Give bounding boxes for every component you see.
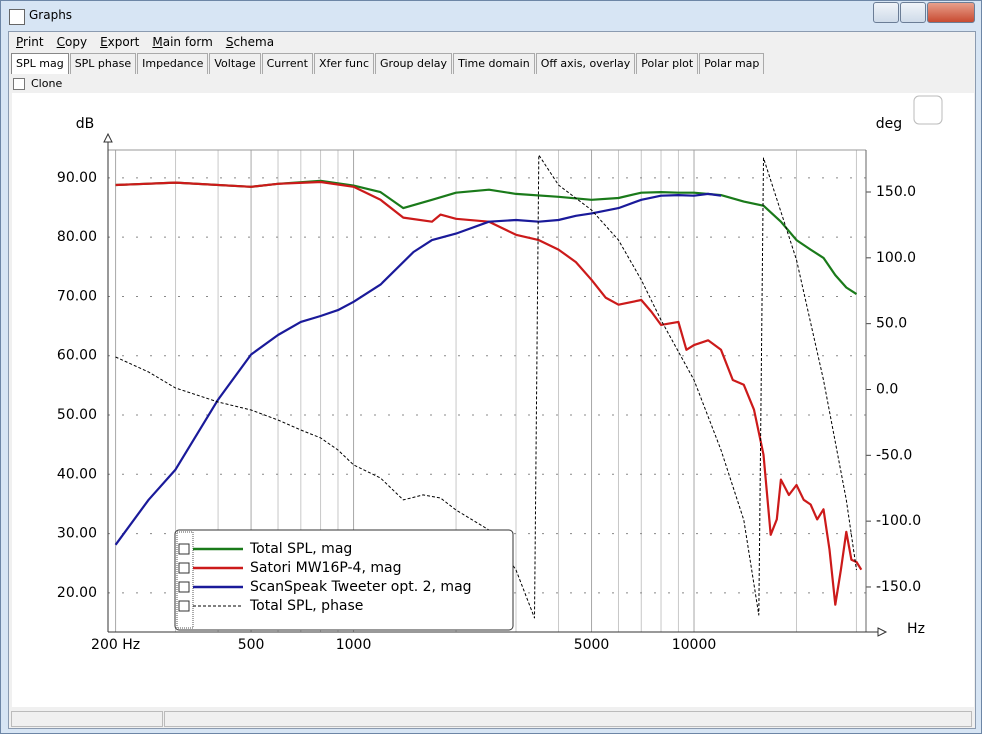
x-tick-label: 10000	[672, 637, 717, 653]
tab[interactable]: Xfer func	[313, 53, 375, 74]
title-bar: Graphs	[1, 1, 981, 31]
series-line	[115, 180, 863, 606]
tab[interactable]: Impedance	[137, 53, 209, 74]
y2-axis-label: deg	[876, 116, 902, 132]
window-title: Graphs	[29, 8, 73, 22]
legend-label: ScanSpeak Tweeter opt. 2, mag	[250, 579, 472, 595]
checkbox-label: Clone	[31, 77, 63, 90]
y-tick-label: 20.00	[57, 585, 97, 601]
menu-bar: Print Copy Export Main form Schema	[9, 32, 975, 52]
tab[interactable]: Polar map	[699, 53, 765, 74]
menu-item[interactable]: Main form	[152, 35, 213, 49]
status-pane	[11, 711, 163, 727]
tab[interactable]: Current	[261, 53, 313, 74]
x-tick-label: 500	[238, 637, 265, 653]
legend-checkbox[interactable]	[178, 581, 190, 593]
tab[interactable]: Time domain	[453, 53, 535, 74]
clone-option[interactable]: Clone	[13, 77, 62, 90]
checkbox[interactable]	[13, 77, 25, 90]
series-line	[114, 192, 722, 546]
tab[interactable]: Off axis, overlay	[535, 53, 636, 74]
axis-arrow	[103, 132, 113, 143]
app-icon	[9, 9, 25, 25]
legend-label: Total SPL, phase	[249, 598, 363, 614]
y2-tick-label: 0.0	[876, 381, 898, 397]
y-tick-label: 80.00	[57, 229, 97, 245]
corner-button[interactable]	[913, 95, 943, 125]
legend-checkbox[interactable]	[178, 562, 190, 574]
legend-column	[176, 531, 194, 629]
tab[interactable]: Voltage	[209, 53, 261, 74]
y2-tick-label: -100.0	[876, 513, 921, 529]
y2-tick-label: 150.0	[876, 184, 916, 200]
series-line	[115, 154, 857, 619]
y-tick-label: 60.00	[57, 348, 97, 364]
legend-box	[174, 529, 514, 631]
y2-tick-label: 100.0	[876, 250, 916, 266]
tab[interactable]: SPL mag	[11, 53, 69, 74]
menu-item[interactable]: Print	[16, 35, 44, 49]
tab[interactable]: Polar plot	[636, 53, 699, 74]
menu-item[interactable]: Schema	[225, 35, 275, 49]
series-line	[115, 179, 858, 296]
y-tick-label: 90.00	[57, 170, 97, 186]
y-axis-label: dB	[76, 116, 95, 132]
y-tick-label: 30.00	[57, 526, 97, 542]
x-axis-label: Hz	[907, 621, 925, 637]
y2-tick-label: -50.0	[876, 447, 912, 463]
close-button[interactable]	[927, 2, 975, 23]
legend-checkbox[interactable]	[178, 543, 190, 555]
tab-bar: SPL mag SPL phase Impedance Voltage Current X…	[11, 53, 765, 74]
y2-tick-label: 50.0	[876, 316, 907, 332]
minimize-button[interactable]	[873, 2, 899, 23]
y-tick-label: 40.00	[57, 466, 97, 482]
x-tick-label: 5000	[574, 637, 610, 653]
tab[interactable]: Group delay	[375, 53, 453, 74]
legend-label: Total SPL, mag	[249, 541, 352, 557]
x-tick-label: 1000	[336, 637, 372, 653]
maximize-button[interactable]	[900, 2, 926, 23]
status-bar	[9, 709, 975, 727]
axis-arrow	[877, 627, 888, 637]
x-tick-label: 200 Hz	[91, 637, 140, 653]
y2-tick-label: -150.0	[876, 579, 921, 595]
tab[interactable]: SPL phase	[69, 53, 137, 74]
legend-label: Satori MW16P-4, mag	[250, 560, 401, 576]
legend-checkbox[interactable]	[178, 600, 190, 612]
menu-item[interactable]: Export	[100, 35, 140, 49]
y-tick-label: 70.00	[57, 288, 97, 304]
menu-item[interactable]: Copy	[56, 35, 88, 49]
status-pane	[164, 711, 972, 727]
y-tick-label: 50.00	[57, 407, 97, 423]
